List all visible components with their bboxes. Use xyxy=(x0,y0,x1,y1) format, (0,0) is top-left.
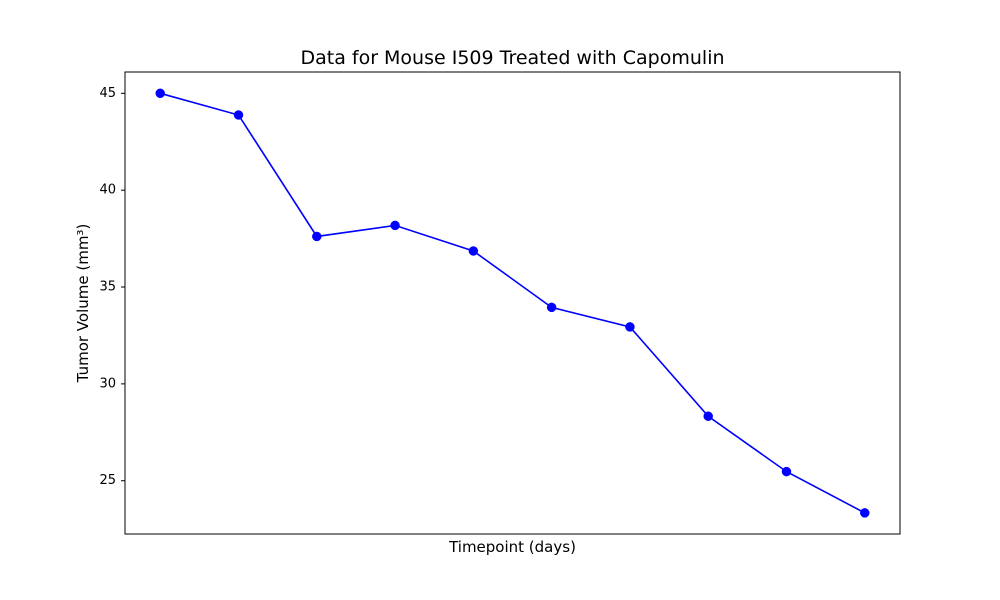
y-tick-label: 25 xyxy=(99,473,116,488)
y-tick-label: 40 xyxy=(99,183,116,198)
data-point xyxy=(546,302,557,313)
data-point xyxy=(312,231,322,242)
data-point xyxy=(390,220,400,231)
y-tick-label: 45 xyxy=(99,86,116,101)
plot-frame xyxy=(124,71,901,535)
data-point xyxy=(625,322,635,332)
data-point xyxy=(233,110,244,120)
y-axis-ticks: 25 30 35 40 45 xyxy=(99,86,125,488)
series-line xyxy=(160,92,866,514)
y-tick-label: 30 xyxy=(99,376,116,391)
data-point xyxy=(860,508,870,518)
y-tick-label: 35 xyxy=(99,280,116,295)
data-point xyxy=(468,246,479,256)
chart-title: Data for Mouse I509 Treated with Capomul… xyxy=(300,47,724,69)
data-point xyxy=(703,411,713,421)
y-axis-label: Tumor Volume (mm³) xyxy=(74,224,92,384)
data-point xyxy=(781,466,792,477)
series-layer xyxy=(155,88,870,518)
data-point xyxy=(155,88,165,99)
x-axis-label: Timepoint (days) xyxy=(448,538,576,556)
